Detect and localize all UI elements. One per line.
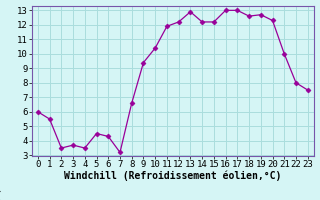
X-axis label: Windchill (Refroidissement éolien,°C): Windchill (Refroidissement éolien,°C): [64, 171, 282, 181]
